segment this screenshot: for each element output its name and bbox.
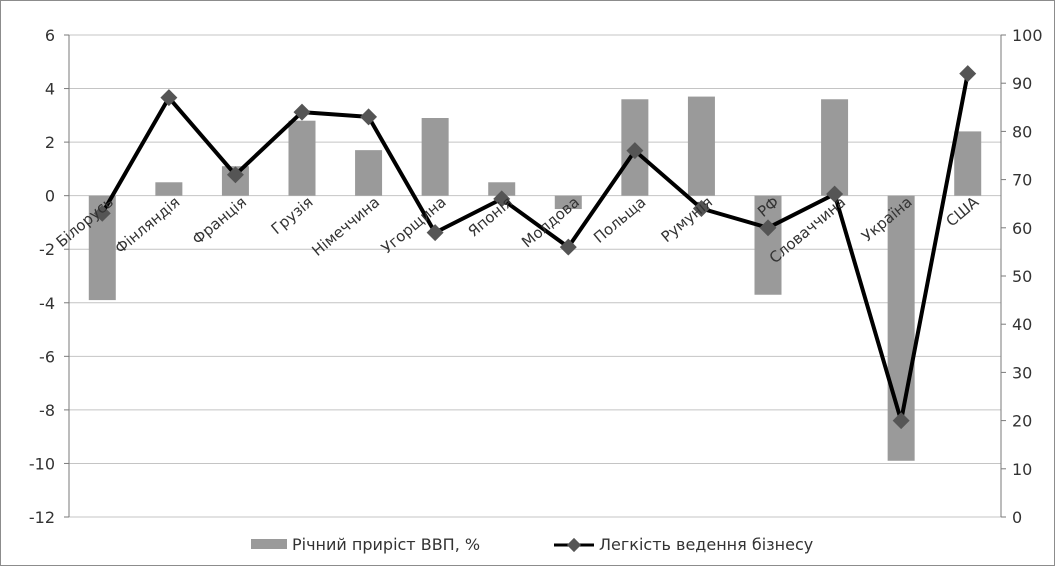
bar bbox=[954, 131, 982, 196]
category-label: Фінляндія bbox=[111, 193, 183, 257]
legend: Річний приріст ВВП, % Легкість ведення б… bbox=[251, 535, 813, 554]
category-label: Німеччина bbox=[308, 193, 383, 260]
line-marker bbox=[293, 103, 311, 121]
line-marker bbox=[959, 65, 977, 83]
line-marker bbox=[93, 204, 111, 222]
line-marker bbox=[759, 219, 777, 237]
right-tick-label: 0 bbox=[1012, 508, 1022, 527]
line-marker bbox=[360, 108, 378, 126]
right-tick-label: 10 bbox=[1012, 460, 1032, 479]
left-tick-label: -12 bbox=[29, 508, 55, 527]
bar bbox=[421, 118, 449, 196]
category-label: Японія bbox=[465, 193, 517, 240]
left-axis-ticks: 6 4 2 0 -2 -4 -6 -8 -10 -12 bbox=[29, 26, 55, 527]
left-tick-label: 4 bbox=[45, 80, 55, 99]
legend-line-label: Легкість ведення бізнесу bbox=[599, 535, 813, 554]
bar bbox=[355, 150, 383, 196]
left-tick-label: -6 bbox=[39, 347, 55, 366]
bar bbox=[554, 195, 582, 210]
category-label: Румунія bbox=[658, 193, 716, 246]
bar bbox=[488, 182, 516, 196]
right-tick-label: 40 bbox=[1012, 315, 1032, 334]
line-marker bbox=[826, 185, 844, 203]
line-marker bbox=[493, 190, 511, 208]
line-marker bbox=[160, 89, 178, 107]
bar bbox=[821, 99, 849, 196]
left-tick-label: -4 bbox=[39, 294, 55, 313]
right-tick-label: 60 bbox=[1012, 219, 1032, 238]
category-label: Угорщина bbox=[378, 193, 450, 257]
line-path bbox=[100, 73, 970, 423]
line-marker bbox=[226, 166, 244, 184]
category-label: США bbox=[943, 192, 983, 230]
right-tick-label: 30 bbox=[1012, 363, 1032, 382]
bar-series bbox=[88, 96, 982, 461]
category-label: Грузія bbox=[268, 193, 317, 238]
legend-bar-label: Річний приріст ВВП, % bbox=[292, 535, 480, 554]
right-tick-label: 20 bbox=[1012, 412, 1032, 431]
left-tick-label: -10 bbox=[29, 454, 55, 473]
line-marker bbox=[426, 224, 444, 242]
legend-bar-swatch bbox=[251, 539, 287, 549]
right-tick-label: 100 bbox=[1012, 26, 1043, 45]
left-tick-label: 0 bbox=[45, 187, 55, 206]
right-tick-label: 70 bbox=[1012, 171, 1032, 190]
left-tick-label: 2 bbox=[45, 133, 55, 152]
bar bbox=[288, 120, 316, 196]
bar bbox=[155, 182, 183, 196]
right-tick-label: 80 bbox=[1012, 122, 1032, 141]
left-tick-label: -8 bbox=[39, 401, 55, 420]
line-marker bbox=[626, 142, 644, 160]
axes bbox=[64, 34, 1006, 518]
bar bbox=[754, 195, 782, 295]
right-tick-label: 50 bbox=[1012, 267, 1032, 286]
right-tick-label: 90 bbox=[1012, 74, 1032, 93]
left-tick-label: 6 bbox=[45, 26, 55, 45]
bar bbox=[687, 96, 715, 196]
left-tick-label: -2 bbox=[39, 240, 55, 259]
category-label: Франція bbox=[189, 193, 250, 248]
gridlines bbox=[69, 34, 1001, 518]
legend-line-marker bbox=[566, 537, 582, 553]
